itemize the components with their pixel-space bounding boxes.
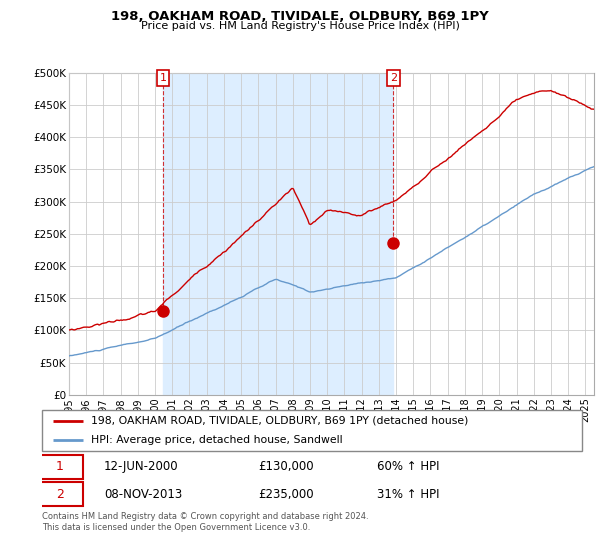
Text: HPI: Average price, detached house, Sandwell: HPI: Average price, detached house, Sand… [91,435,342,445]
Text: Contains HM Land Registry data © Crown copyright and database right 2024.
This d: Contains HM Land Registry data © Crown c… [42,512,368,532]
FancyBboxPatch shape [42,410,582,451]
Text: 1: 1 [56,460,64,473]
Text: 198, OAKHAM ROAD, TIVIDALE, OLDBURY, B69 1PY (detached house): 198, OAKHAM ROAD, TIVIDALE, OLDBURY, B69… [91,416,468,426]
FancyBboxPatch shape [37,455,83,479]
Text: 198, OAKHAM ROAD, TIVIDALE, OLDBURY, B69 1PY: 198, OAKHAM ROAD, TIVIDALE, OLDBURY, B69… [111,10,489,23]
Text: 31% ↑ HPI: 31% ↑ HPI [377,488,439,501]
Text: 2: 2 [56,488,64,501]
Text: Price paid vs. HM Land Registry's House Price Index (HPI): Price paid vs. HM Land Registry's House … [140,21,460,31]
Text: 60% ↑ HPI: 60% ↑ HPI [377,460,439,473]
Bar [163,73,393,395]
Text: 12-JUN-2000: 12-JUN-2000 [104,460,179,473]
Text: 1: 1 [160,73,166,83]
Text: £130,000: £130,000 [258,460,314,473]
FancyBboxPatch shape [37,482,83,506]
Text: 08-NOV-2013: 08-NOV-2013 [104,488,182,501]
Text: 2: 2 [390,73,397,83]
Text: £235,000: £235,000 [258,488,314,501]
